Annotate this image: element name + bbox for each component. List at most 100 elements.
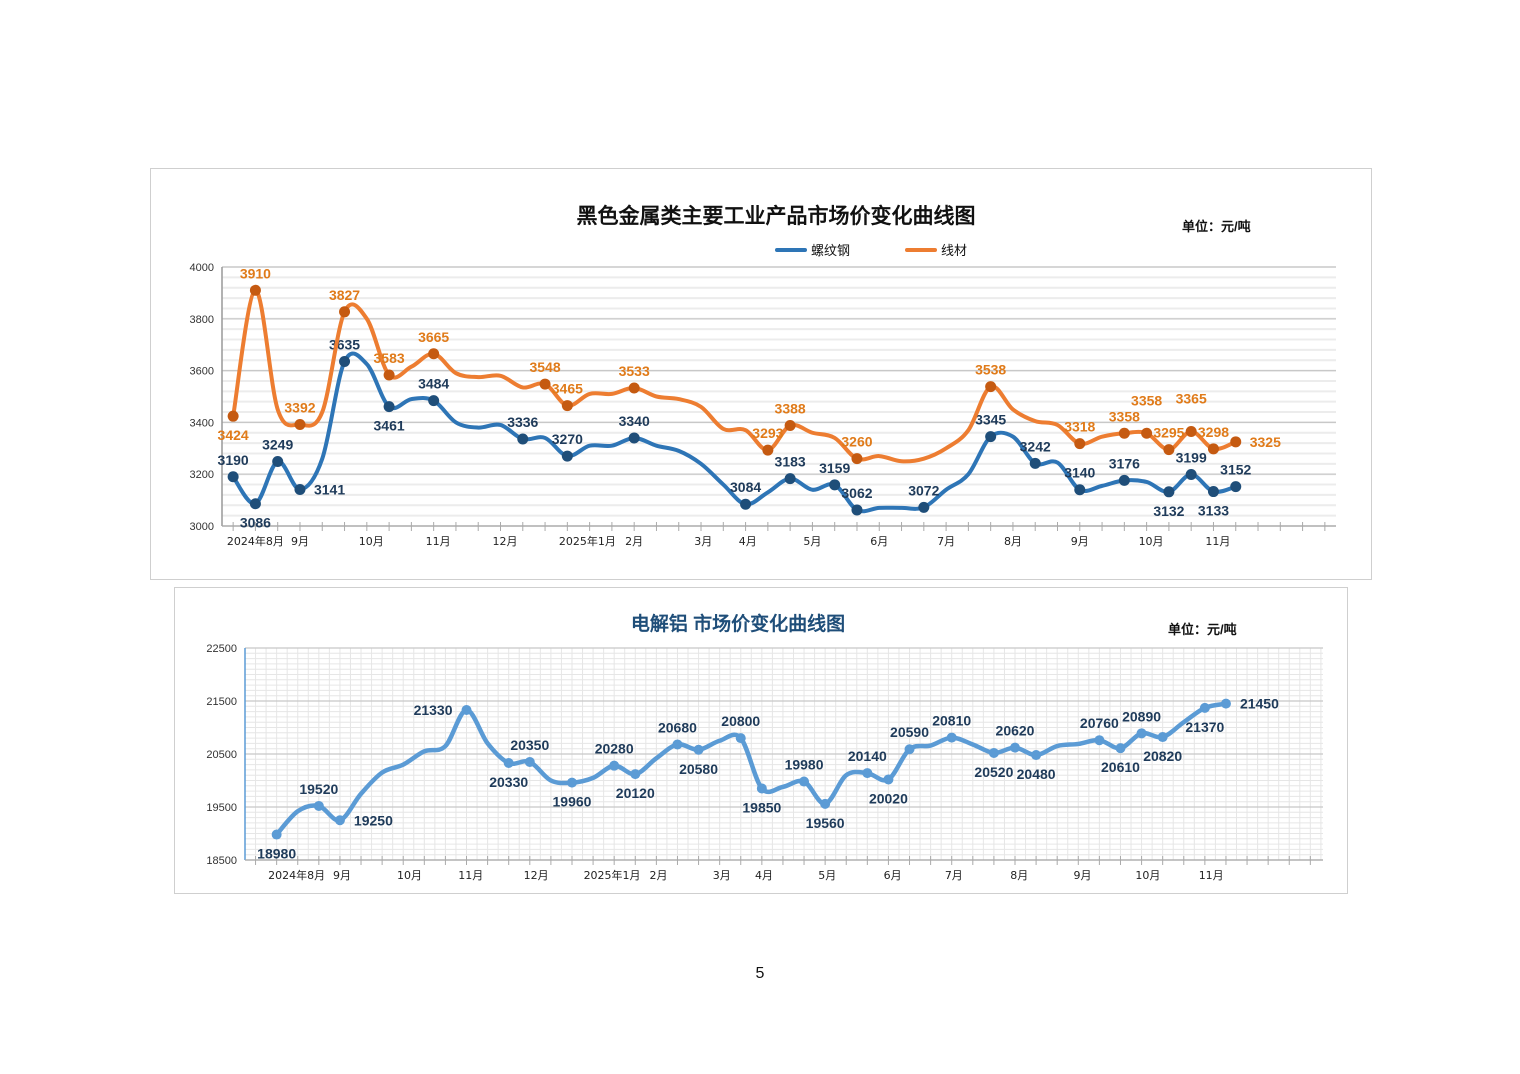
x-tick-label: 11月 — [426, 535, 451, 548]
data-point-marker — [918, 501, 930, 513]
x-tick-label: 2024年8月 — [227, 534, 284, 548]
data-label: 19250 — [354, 812, 393, 828]
x-tick-label: 7月 — [937, 535, 955, 548]
data-point-marker — [672, 739, 683, 750]
data-label: 3465 — [552, 381, 583, 397]
x-tick-label: 2025年1月 — [584, 868, 641, 882]
data-label: 3484 — [418, 376, 449, 392]
data-point-marker — [428, 395, 440, 407]
data-point-marker — [946, 732, 957, 743]
data-label: 3084 — [730, 479, 761, 495]
data-point-marker — [740, 498, 752, 510]
data-label: 19850 — [742, 799, 781, 815]
data-label: 3358 — [1131, 392, 1162, 408]
x-tick-label: 10月 — [1139, 535, 1164, 548]
x-tick-label: 3月 — [694, 535, 712, 548]
y-tick-label: 3200 — [190, 469, 214, 481]
data-point-marker — [249, 498, 261, 510]
data-point-marker — [383, 369, 395, 381]
x-tick-label: 4月 — [755, 869, 773, 882]
data-label: 3365 — [1176, 390, 1207, 406]
data-label: 3325 — [1250, 434, 1281, 450]
data-label: 20620 — [996, 723, 1035, 739]
x-tick-label: 9月 — [1074, 869, 1092, 882]
x-tick-label: 11月 — [458, 869, 483, 882]
y-tick-label: 20500 — [206, 749, 237, 761]
y-tick-label: 19500 — [206, 802, 237, 814]
y-tick-label: 3400 — [190, 417, 214, 429]
data-point-marker — [862, 768, 873, 779]
data-point-marker — [294, 483, 306, 495]
x-tick-label: 4月 — [739, 535, 757, 548]
legend-swatch-rebar — [775, 247, 807, 252]
data-point-marker — [1207, 486, 1219, 498]
data-point-marker — [1118, 474, 1130, 486]
x-tick-label: 2月 — [649, 869, 667, 882]
data-label: 3392 — [284, 399, 315, 415]
data-point-marker — [539, 378, 551, 390]
x-tick-label: 10月 — [1135, 869, 1160, 882]
data-point-marker — [1136, 728, 1147, 739]
x-tick-label: 2025年1月 — [559, 534, 616, 548]
data-label: 20610 — [1101, 759, 1140, 775]
data-point-marker — [1185, 425, 1197, 437]
data-label: 3461 — [374, 418, 405, 434]
data-point-marker — [756, 783, 767, 794]
y-tick-label: 22500 — [206, 643, 237, 655]
data-point-marker — [985, 381, 997, 393]
data-point-marker — [524, 756, 535, 767]
data-label: 3910 — [240, 265, 271, 281]
data-label: 19960 — [553, 794, 592, 810]
data-point-marker — [985, 431, 997, 443]
y-tick-label: 3800 — [190, 314, 214, 326]
data-point-marker — [1010, 742, 1020, 753]
data-label: 3538 — [975, 362, 1006, 378]
legend-label-wire: 线材 — [941, 243, 968, 258]
data-point-marker — [1029, 457, 1041, 469]
data-point-marker — [1199, 702, 1210, 713]
data-label: 3183 — [775, 454, 806, 470]
x-tick-label: 8月 — [1010, 869, 1028, 882]
data-point-marker — [1074, 484, 1086, 496]
data-label: 3199 — [1176, 449, 1207, 465]
data-label: 3665 — [418, 329, 449, 345]
data-point-marker — [1185, 468, 1197, 480]
data-point-marker — [503, 758, 514, 769]
data-label: 21370 — [1185, 719, 1224, 735]
data-label: 19560 — [806, 815, 845, 831]
data-point-marker — [735, 733, 746, 744]
data-label: 18980 — [257, 846, 296, 862]
data-label: 20580 — [679, 761, 718, 777]
page-number: 5 — [755, 965, 765, 982]
data-point-marker — [1220, 698, 1231, 709]
data-label: 21450 — [1240, 696, 1279, 712]
data-label: 20760 — [1080, 715, 1119, 731]
data-label: 3249 — [262, 437, 293, 453]
chart1-unit: 单位：元/吨 — [1182, 219, 1251, 234]
data-label: 3140 — [1064, 465, 1095, 481]
x-tick-label: 12月 — [524, 869, 549, 882]
series-line-1 — [231, 288, 1238, 464]
data-point-marker — [630, 769, 641, 780]
data-label: 3336 — [507, 414, 538, 430]
x-tick-label: 2024年8月 — [268, 868, 325, 882]
x-tick-label: 2月 — [625, 535, 643, 548]
data-point-marker — [1163, 486, 1175, 498]
data-label: 3132 — [1153, 503, 1184, 519]
data-label: 3152 — [1220, 462, 1251, 478]
data-point-marker — [566, 777, 577, 788]
data-point-marker — [249, 284, 261, 296]
x-tick-label: 12月 — [492, 535, 517, 548]
data-label: 20800 — [721, 713, 760, 729]
data-label: 19520 — [299, 781, 338, 797]
data-point-marker — [762, 444, 774, 456]
data-point-marker — [383, 401, 395, 413]
chart2-plot-area: 18500 19500 20500 21500 22500 2024年8月 9月 10月 11月… — [206, 643, 1323, 882]
y-tick-label: 3000 — [190, 521, 214, 533]
data-point-marker — [1118, 427, 1130, 439]
data-label: 3298 — [1198, 424, 1229, 440]
data-point-marker — [271, 829, 282, 840]
data-label: 3340 — [619, 413, 650, 429]
data-label: 3345 — [975, 412, 1006, 428]
